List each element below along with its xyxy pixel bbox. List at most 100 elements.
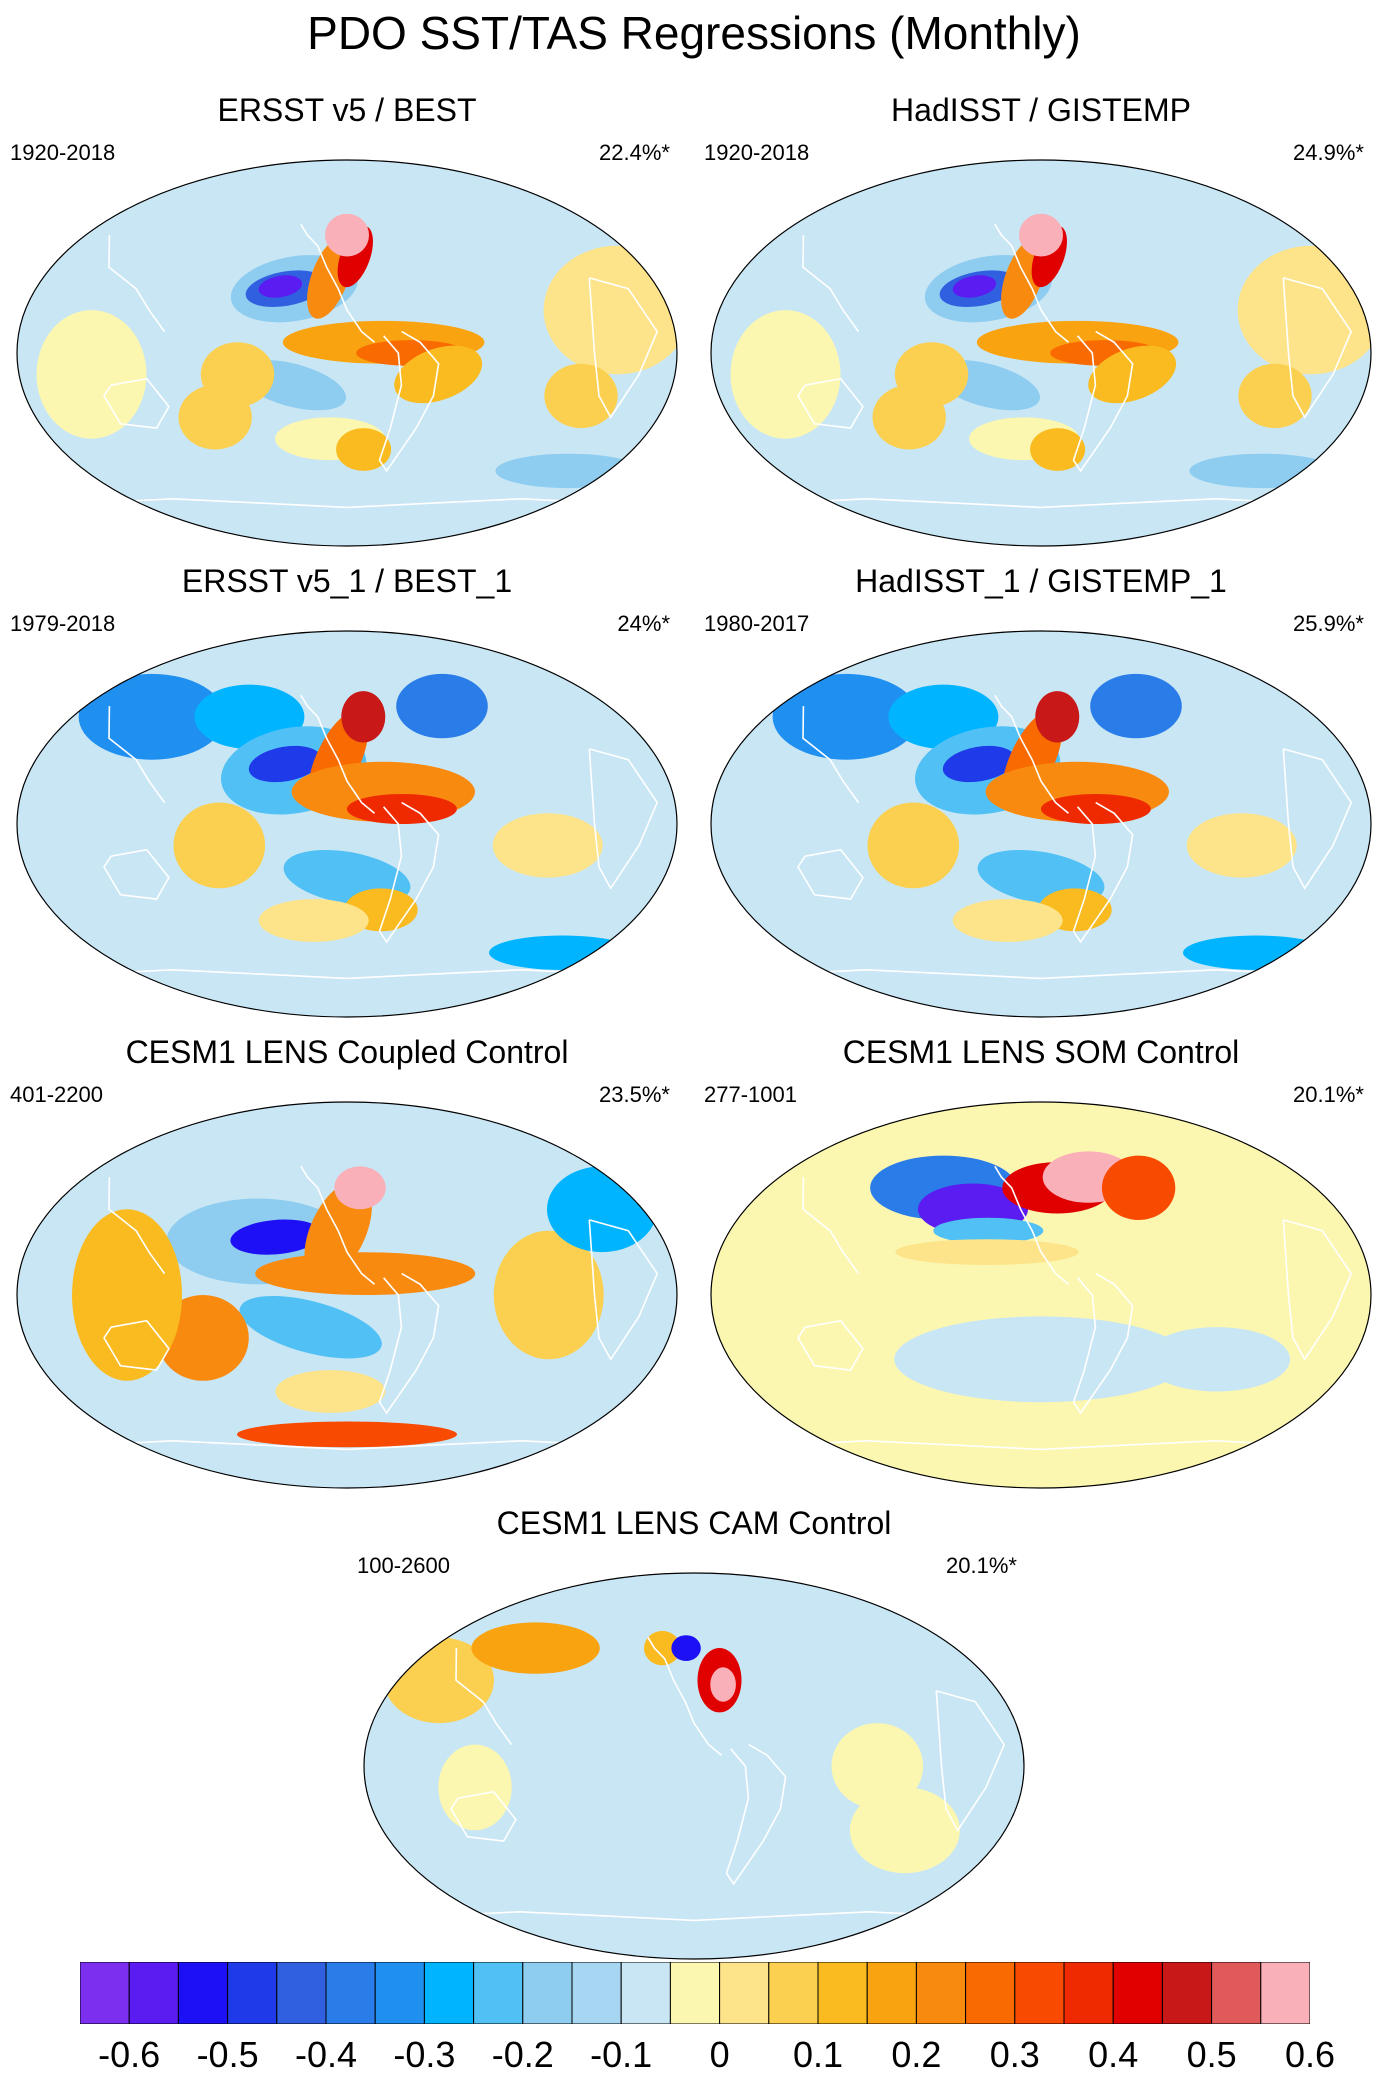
panel-percent: 20.1%* [1293, 1082, 1364, 1107]
field-contour [78, 673, 226, 760]
panel-percent: 22.4%* [599, 140, 670, 165]
coastlines [782, 694, 1353, 980]
coastline [994, 1165, 1070, 1285]
field-contour [248, 745, 322, 783]
field-contour [1186, 813, 1297, 878]
map-border [16, 1101, 678, 1489]
coastline [435, 1910, 953, 1922]
field-contour [894, 1316, 1188, 1403]
field-contour [872, 385, 946, 450]
field-contour [255, 1252, 476, 1295]
coastline [1072, 330, 1134, 473]
coastline [1282, 748, 1353, 890]
colorbar-swatch [473, 1962, 524, 2024]
field-contour [1183, 935, 1330, 970]
field-contour [1019, 213, 1063, 257]
field-shading [17, 160, 677, 546]
field-shading [17, 631, 677, 1017]
world-map [363, 1572, 1025, 1960]
field-shading [711, 160, 1371, 546]
colorbar-swatch [1014, 1962, 1065, 2024]
panel-years: 1920-2018 [10, 140, 116, 165]
field-contour [544, 363, 618, 429]
colorbar-swatch [1161, 1962, 1213, 2024]
colorbar-swatch [325, 1962, 376, 2024]
field-contour [644, 1630, 681, 1666]
world-map [16, 630, 678, 1018]
panel-title: HadISST_1 / GISTEMP_1 [855, 563, 1227, 599]
coastline [994, 694, 1070, 814]
panel-title: HadISST / GISTEMP [891, 92, 1191, 128]
colorbar-tick-label: 0.6 [1284, 2034, 1336, 2075]
field-contour [952, 275, 997, 298]
field-contour [178, 385, 252, 450]
field-contour [396, 673, 488, 739]
panel-percent: 23.5%* [599, 1082, 670, 1107]
coastlines [435, 1636, 1006, 1922]
coastline [1282, 277, 1353, 419]
colorbar-swatch [965, 1962, 1016, 2024]
coastlines [782, 1165, 1353, 1451]
field-contour [849, 1787, 960, 1874]
field-contour [942, 745, 1016, 783]
panel-years: 277-1001 [704, 1082, 797, 1107]
field-contour [237, 1421, 457, 1448]
field-contour [1088, 345, 1177, 404]
map-border [363, 1572, 1025, 1960]
coastline [725, 1743, 787, 1886]
coastline [797, 377, 864, 429]
coastline [1072, 801, 1134, 944]
field-contour [438, 1744, 512, 1831]
field-contour [710, 1667, 736, 1702]
field-contour [1090, 673, 1182, 739]
colorbar-swatch [1260, 1962, 1310, 2024]
field-contour [734, 1284, 844, 1392]
page-title: PDO SST/TAS Regressions (Monthly) [307, 7, 1081, 59]
panel-percent: 20.1%* [946, 1553, 1017, 1578]
coastline [300, 223, 376, 343]
world-map [710, 1101, 1372, 1489]
coastline [108, 1177, 166, 1275]
colorbar-swatch [423, 1962, 475, 2024]
colorbar-swatch [620, 1962, 671, 2024]
field-shading [17, 1102, 677, 1488]
map-border [710, 159, 1372, 547]
field-contour [325, 213, 369, 257]
field-contour [258, 899, 369, 942]
field-contour [858, 1295, 932, 1338]
map-border [16, 159, 678, 547]
colorbar-tick-label: 0.5 [1186, 2034, 1237, 2075]
coastline [103, 1319, 170, 1371]
field-contour [334, 1166, 386, 1210]
panel-years: 1920-2018 [704, 140, 810, 165]
coastline [647, 1636, 723, 1756]
field-contour [36, 310, 147, 439]
coastline [300, 1165, 376, 1285]
colorbar-tick-label: 0 [709, 2034, 730, 2075]
world-map [710, 159, 1372, 547]
coastline [935, 1690, 1006, 1832]
field-contour [895, 1239, 1079, 1265]
field-contour [492, 813, 603, 878]
coastline [782, 497, 1300, 509]
coastline [103, 848, 170, 900]
coastline [378, 330, 440, 473]
coastline [588, 277, 659, 419]
field-contour [341, 691, 386, 743]
panel-title: CESM1 LENS CAM Control [496, 1505, 892, 1541]
coastline [88, 497, 606, 509]
world-map [16, 159, 678, 547]
field-contour [952, 899, 1063, 942]
coastlines [88, 694, 659, 980]
field-contour [495, 453, 642, 489]
panel-years: 100-2600 [357, 1553, 450, 1578]
panel-title: CESM1 LENS Coupled Control [125, 1034, 569, 1070]
field-contour [275, 1370, 386, 1413]
coastline [450, 1790, 517, 1842]
panel-years: 401-2200 [10, 1082, 103, 1107]
colorbar-tick-label: 0.1 [792, 2034, 844, 2075]
colorbar-swatch [276, 1962, 327, 2024]
colorbar-swatch [1063, 1962, 1114, 2024]
field-contour [336, 428, 392, 471]
field-shading [711, 1102, 1371, 1488]
